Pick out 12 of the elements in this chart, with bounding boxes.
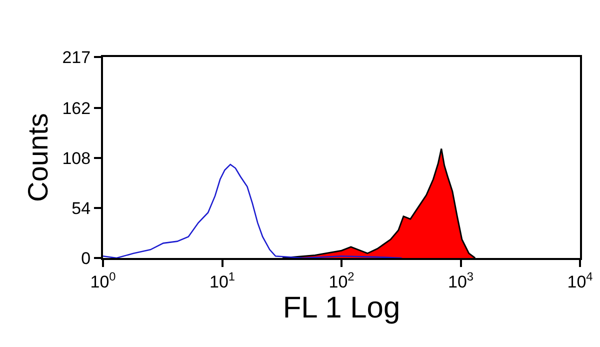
x-axis-title: FL 1 Log: [282, 291, 400, 324]
x-tick-label: 10$^{2}$: [328, 269, 355, 292]
y-tick-label: 108: [62, 148, 91, 168]
x-tick-label: 10$^{1}$: [209, 269, 236, 292]
y-tick-label: 0: [81, 248, 91, 268]
y-axis-title: Counts: [22, 113, 54, 202]
x-tick-label: 10$^{4}$: [567, 269, 594, 292]
x-tick-label: 10$^{3}$: [448, 269, 474, 292]
y-tick-label: 54: [72, 198, 91, 218]
x-tick-label: 10$^{0}$: [90, 269, 116, 292]
y-tick-label: 217: [62, 48, 91, 67]
y-tick-label: 162: [62, 98, 91, 118]
